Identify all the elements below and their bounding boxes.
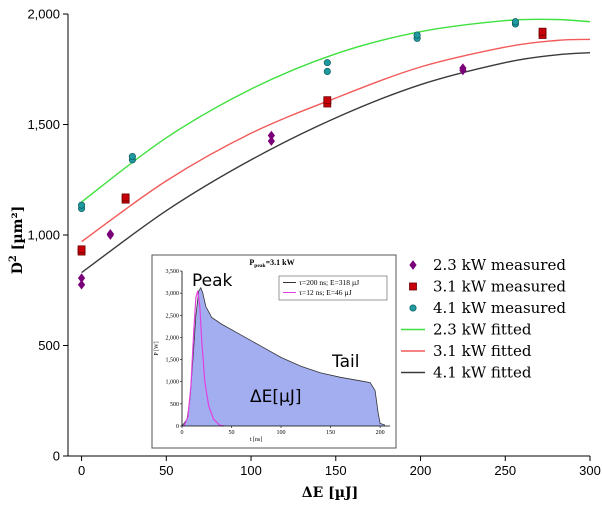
- x-axis-title: ΔE [µJ]: [302, 485, 359, 501]
- legend-label: 2.3 kW fitted: [433, 321, 532, 339]
- inset-y-tick-label: 0: [176, 424, 179, 430]
- inset-legend: [278, 275, 388, 301]
- y-axis-title-main: D: [10, 262, 26, 274]
- measured-point: [106, 229, 114, 239]
- inset-y-tick-label: 3,500: [166, 269, 180, 275]
- measured-point: [267, 136, 276, 146]
- y-tick-label: 1,000: [27, 228, 60, 243]
- x-tick-label: 0: [78, 463, 85, 478]
- inset-annotation-energy: ΔE[µJ]: [250, 387, 301, 407]
- inset-x-tick-label: 0: [181, 430, 184, 436]
- inset-long-pulse-area: [182, 287, 385, 426]
- inset-x-axis-title: t [ns]: [250, 437, 263, 443]
- legend: 2.3 kW measured 3.1 kW measured 4.1 kW mea…: [401, 256, 566, 382]
- legend-label: 3.1 kW fitted: [433, 342, 532, 360]
- inset-y-tick-label: 1,000: [166, 380, 180, 386]
- svg-text:D2 [µm²]: D2 [µm²]: [8, 206, 26, 274]
- x-tick-label: 300: [579, 463, 601, 478]
- measured-point: [78, 201, 86, 209]
- legend-marker: [409, 282, 417, 291]
- y-axis-title: D2 [µm²]: [8, 206, 26, 274]
- inset-annotation-peak: Peak: [192, 271, 233, 291]
- legend-marker: [409, 260, 417, 270]
- inset-x-tick-label: 100: [277, 430, 286, 436]
- main-plot-area: [77, 18, 591, 290]
- measured-point: [77, 279, 86, 290]
- legend-label: 4.1 kW fitted: [433, 364, 532, 382]
- measured-point: [538, 27, 547, 36]
- measured-point: [267, 130, 276, 141]
- y-tick-label: 2,000: [27, 7, 60, 22]
- fitted-line: [81, 52, 591, 274]
- legend-marker: [409, 304, 417, 312]
- inset-y-tick-label: 500: [170, 402, 179, 408]
- inset-title: Ppeak=3.1 kW: [249, 258, 294, 269]
- inset-x-tick-label: 200: [376, 430, 385, 436]
- measured-point: [511, 18, 519, 26]
- inset-y-tick-label: 1,500: [166, 358, 180, 364]
- measured-point: [128, 152, 136, 161]
- x-tick-label: 250: [494, 463, 516, 478]
- measured-point: [77, 273, 86, 283]
- legend-label: 3.1 kW measured: [433, 278, 566, 296]
- legend-label: 2.3 kW measured: [433, 256, 566, 274]
- x-tick-label: 50: [159, 463, 173, 478]
- y-tick-label: 0: [53, 449, 60, 464]
- inset-legend-label: τ=12 ns; E=46 µJ: [299, 288, 352, 297]
- y-axis-title-sup: 2: [8, 255, 19, 262]
- inset-y-axis-title: P [W]: [154, 341, 160, 355]
- measured-point: [121, 193, 130, 202]
- inset-y-tick-label: 3,000: [166, 291, 180, 297]
- legend-label: 4.1 kW measured: [433, 299, 566, 317]
- inset-y-tick-label: 2,500: [166, 313, 180, 319]
- inset-annotation-tail: Tail: [331, 352, 359, 372]
- fitted-line: [81, 38, 591, 243]
- measured-point: [323, 96, 332, 105]
- measured-point: [323, 59, 331, 67]
- inset-legend-label: τ=200 ns; E=318 µJ: [299, 278, 359, 287]
- measured-point: [323, 67, 331, 76]
- inset-long-pulse-line: [181, 286, 386, 427]
- y-tick-label: 500: [38, 338, 60, 353]
- inset-short-pulse-line: [183, 290, 224, 427]
- inset-chart: 0 500 1,000 1,500 2,000 2,500 3,000 3,500 0 50 100…: [151, 254, 397, 449]
- inset-y-tick-label: 2,000: [166, 335, 180, 341]
- x-tick-label: 200: [410, 463, 432, 478]
- measured-point: [459, 63, 467, 73]
- fitted-line: [81, 18, 591, 203]
- y-axis-title-unit: [µm²]: [10, 206, 26, 250]
- measured-point: [77, 245, 86, 254]
- x-tick-label: 100: [240, 463, 262, 478]
- measured-point: [413, 31, 421, 39]
- inset-x-tick-label: 150: [326, 430, 335, 436]
- y-tick-label: 1,500: [27, 117, 60, 132]
- x-tick-label: 150: [325, 463, 347, 478]
- inset-x-tick-label: 50: [229, 430, 235, 436]
